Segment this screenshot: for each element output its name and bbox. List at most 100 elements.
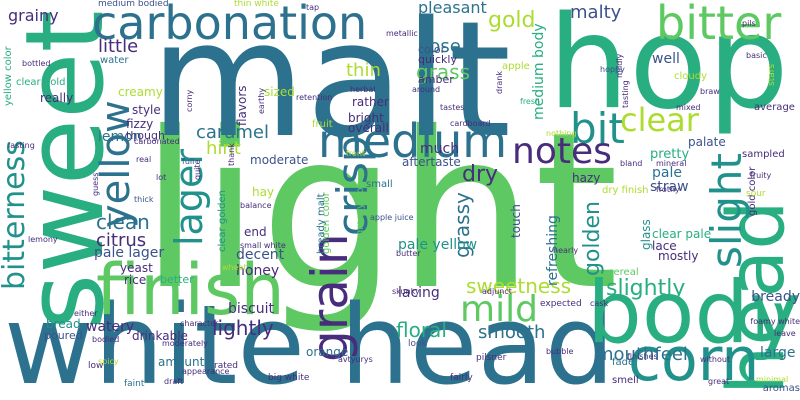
word-slightly: slightly — [606, 276, 686, 301]
word-bit: bit — [570, 104, 625, 153]
word-hint: hint — [206, 138, 241, 159]
word-rated: rated — [214, 361, 238, 371]
word-grainy: grainy — [8, 6, 59, 25]
word-moderate: moderate — [250, 153, 309, 167]
word-lace: lace — [652, 239, 677, 253]
word-malt: malt — [150, 0, 512, 173]
word-though: though — [126, 129, 165, 142]
word-earthy: earthy — [257, 87, 266, 114]
word-style: style — [132, 103, 161, 117]
word-flavors: flavors — [235, 85, 249, 126]
word-look: look — [408, 339, 427, 349]
word-color: color — [418, 43, 446, 56]
word-gold: gold — [488, 8, 536, 33]
word-balance: balance — [240, 201, 272, 210]
word-lasting: lasting — [8, 141, 35, 150]
word-pale-yellow: pale yellow — [398, 237, 478, 253]
word-quickly: quickly — [418, 53, 457, 66]
word-dry: dry — [462, 162, 499, 187]
word-aftertaste: aftertaste — [402, 155, 461, 169]
word-lemon: lemon — [98, 129, 142, 145]
word-hay: hay — [252, 185, 275, 199]
word-amount: amount — [158, 355, 205, 369]
word-spicy: spicy — [98, 357, 119, 366]
word-tastes: tastes — [440, 103, 465, 112]
word-yellow-color: yellow color — [3, 46, 14, 106]
word-thin: thin — [346, 60, 381, 81]
word-pale-lager: pale lager — [94, 245, 165, 261]
word-yeast: yeast — [120, 261, 153, 275]
word-stars: stars — [767, 63, 777, 86]
word-drinkable: drinkable — [132, 329, 188, 343]
word-bitterness: bitterness — [0, 140, 32, 290]
word-moderately: moderately — [162, 339, 208, 348]
word-tasting: tasting — [621, 80, 630, 108]
word-rather: rather — [352, 95, 389, 109]
word-basic: basic — [746, 51, 767, 60]
word-front: front — [346, 149, 366, 158]
word-nearly: nearly — [553, 246, 579, 255]
word-decent: decent — [236, 247, 285, 263]
word-touch: touch — [509, 204, 523, 238]
word-clear-golden: clear golden — [217, 190, 228, 252]
word-hoppy: hoppy — [600, 65, 625, 74]
word-mixed: mixed — [676, 103, 701, 112]
word-cardboard: cardboard — [450, 119, 491, 128]
word-corny: corny — [185, 89, 194, 112]
word-glass: glass — [639, 219, 653, 250]
word-dry-finish: dry finish — [602, 185, 649, 196]
word-sampled: sampled — [742, 149, 785, 160]
word-real: real — [136, 155, 152, 164]
word-white-head: white head — [4, 281, 615, 400]
word-hazy: hazy — [572, 171, 601, 185]
word-mildly: mildly — [615, 53, 624, 78]
word-bready: bready — [751, 289, 800, 305]
word-bready-malt: bready malt — [316, 193, 327, 254]
word-clear: clear — [620, 101, 699, 139]
word-amber: amber — [418, 73, 454, 86]
word-pilsner: pilsner — [476, 353, 507, 363]
word-either: either — [74, 309, 98, 318]
word-really: really — [40, 91, 74, 105]
word-bottled: bottled — [22, 59, 51, 68]
word-leave: leave — [774, 329, 796, 338]
word-carbonation: carbonation — [92, 0, 368, 50]
word-grassy-hop: grassy hop — [355, 181, 366, 236]
word-orange: orange — [306, 345, 349, 359]
word-smooth: smooth — [478, 322, 546, 343]
word-avtyurys: avtyurys — [338, 355, 373, 364]
word-braw: braw — [700, 87, 720, 96]
word-floral: floral — [396, 318, 447, 342]
word-golden: golden — [580, 201, 605, 276]
word-big-white: big white — [268, 373, 310, 383]
word-guess: guess — [91, 172, 100, 196]
word-clear-gold: clear gold — [16, 77, 66, 88]
word-slight: slight — [702, 153, 751, 268]
word-draft: draft — [164, 377, 184, 386]
word-around: around — [412, 85, 441, 94]
word-appearance: appearance — [182, 367, 230, 376]
word-low: low — [88, 361, 104, 371]
word-much: much — [420, 141, 460, 157]
word-end: end — [244, 225, 267, 239]
word-mineral: mineral — [656, 159, 687, 168]
word-apple: apple — [502, 61, 530, 72]
word-finishes: finishes — [627, 352, 658, 361]
word-lemony: lemony — [28, 235, 58, 244]
word-herbal: herbal — [350, 85, 376, 94]
word-lot: lot — [156, 173, 167, 182]
word-pils: pils — [742, 19, 756, 28]
word-small-white: small white — [240, 241, 286, 250]
word-bland: bland — [620, 159, 643, 168]
word-carbonated: carbonated — [134, 137, 180, 146]
word-aromas: aromas — [762, 383, 800, 394]
word-bitter: bitter — [656, 0, 782, 50]
word-pale: pale — [652, 165, 682, 181]
word-full: full — [182, 157, 195, 166]
word-tap: tap — [306, 3, 320, 12]
word-biscuit: biscuit — [228, 301, 275, 317]
word-poured: poured — [44, 329, 83, 342]
word-clean: clean — [96, 210, 150, 234]
word-medium: medium — [318, 114, 508, 168]
word-overall: overall — [348, 121, 389, 135]
